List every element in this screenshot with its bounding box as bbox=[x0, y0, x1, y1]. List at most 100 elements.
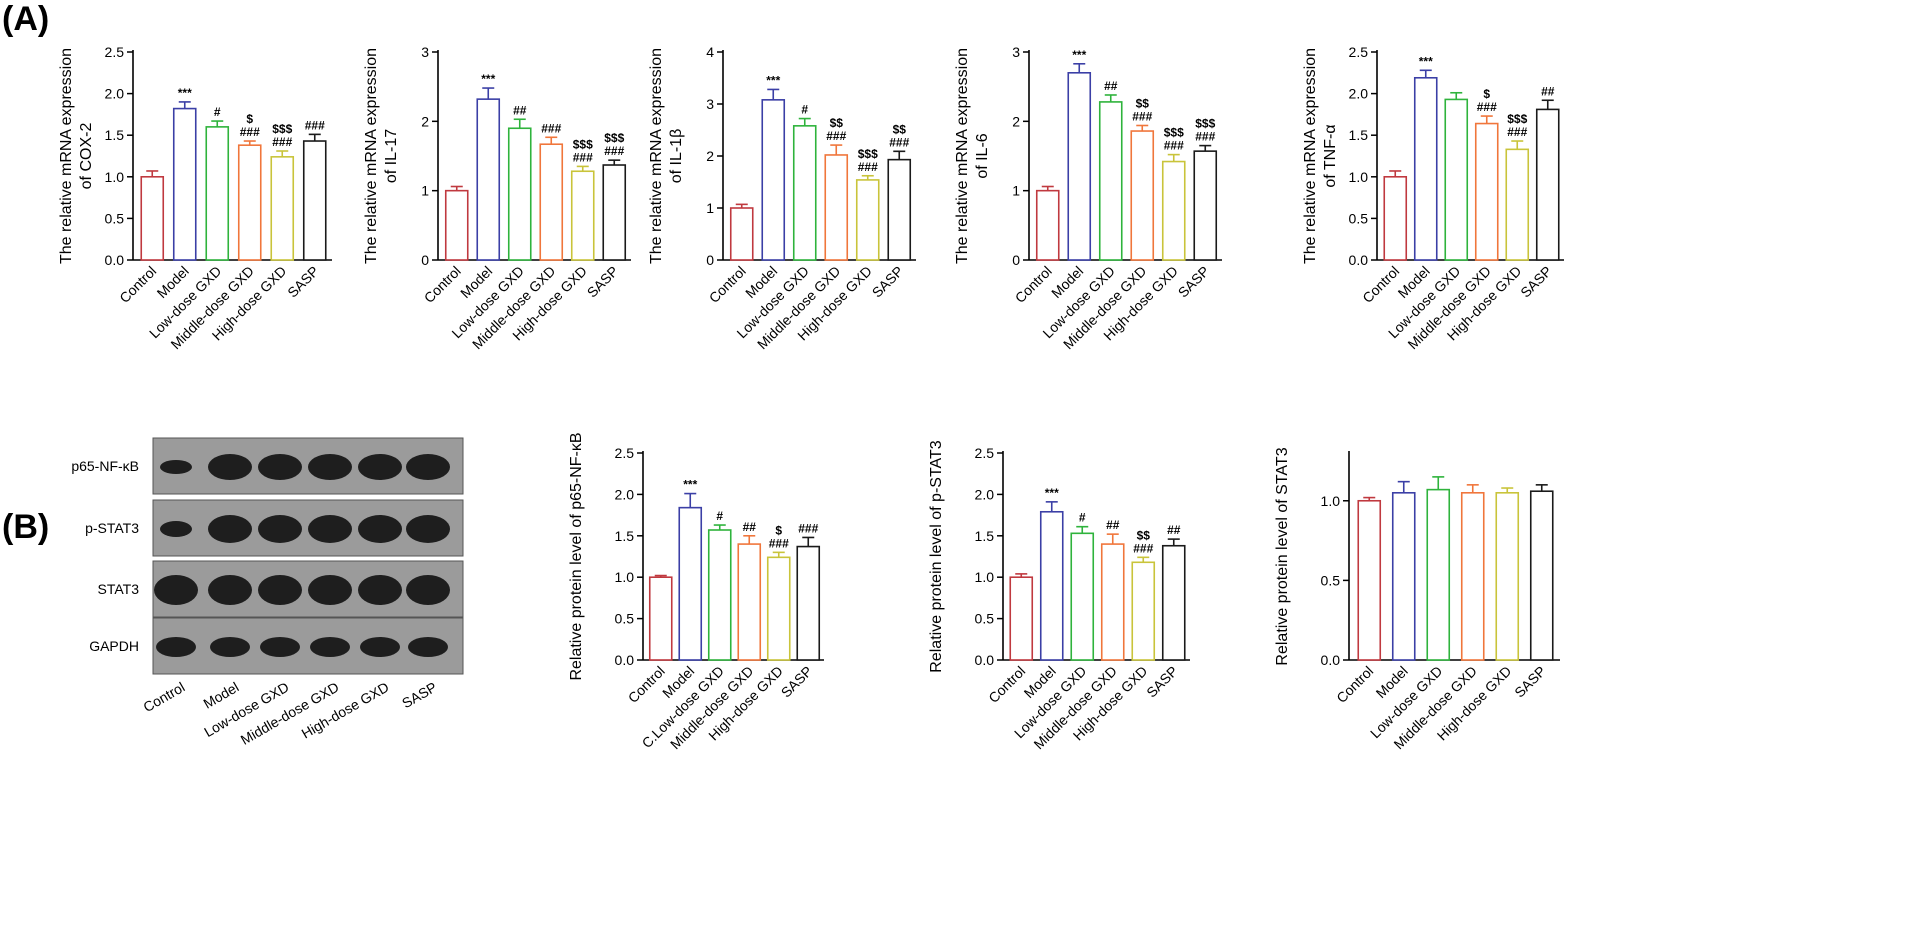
significance-label: ### bbox=[858, 160, 878, 174]
bar-6 bbox=[302, 140, 327, 261]
bar-3 bbox=[792, 125, 817, 261]
blot-band bbox=[258, 575, 302, 605]
y-tick-label: 2.0 bbox=[975, 486, 995, 502]
blot-band bbox=[160, 460, 192, 474]
x-tick-label: Control bbox=[985, 663, 1028, 706]
blot-row-2: p-STAT3 bbox=[85, 499, 464, 557]
significance-label: ### bbox=[1132, 109, 1152, 123]
y-tick-label: 1 bbox=[706, 200, 714, 216]
significance-label: ### bbox=[798, 521, 818, 535]
significance-label: ### bbox=[305, 118, 325, 132]
y-tick-label: 3 bbox=[1012, 44, 1020, 60]
blot-band bbox=[406, 515, 450, 543]
bar-1 bbox=[140, 176, 165, 261]
y-tick-label: 0 bbox=[706, 252, 714, 268]
significance-label: *** bbox=[1045, 486, 1059, 500]
significance-label: $$$ bbox=[1195, 117, 1215, 131]
significance-label: $$ bbox=[893, 122, 907, 136]
significance-label: ### bbox=[1133, 541, 1153, 555]
blot-band bbox=[258, 515, 302, 543]
y-axis-label: The relative mRNA expression of IL-1β bbox=[648, 48, 685, 264]
significance-label: ### bbox=[769, 536, 789, 550]
y-tick-label: 0.5 bbox=[1349, 210, 1369, 226]
bar-1 bbox=[648, 576, 673, 661]
x-tick-label: Control bbox=[1359, 263, 1402, 306]
bar-4 bbox=[1100, 543, 1125, 661]
y-tick-label: 0.0 bbox=[1349, 252, 1369, 268]
blot-band bbox=[154, 575, 198, 605]
bar-1 bbox=[1383, 176, 1408, 261]
blot-row-label: STAT3 bbox=[98, 581, 140, 597]
bar-5 bbox=[855, 179, 880, 261]
y-tick-label: 1.5 bbox=[615, 528, 635, 544]
blot-band bbox=[308, 575, 352, 605]
bar-1 bbox=[444, 189, 469, 261]
blot-band bbox=[160, 521, 192, 537]
bar-1 bbox=[729, 207, 754, 261]
blot-row-label: p65-NF-κB bbox=[71, 458, 139, 474]
significance-label: ### bbox=[889, 135, 909, 149]
blot-band bbox=[358, 515, 402, 543]
x-tick-label: SASP bbox=[778, 663, 816, 701]
y-axis-label: The relative mRNA expression of IL-17 bbox=[363, 48, 400, 264]
significance-label: *** bbox=[1419, 54, 1433, 68]
blot-band bbox=[360, 637, 400, 657]
bar-2 bbox=[172, 107, 197, 261]
significance-label: *** bbox=[766, 73, 780, 87]
significance-label: *** bbox=[683, 478, 697, 492]
significance-label: # bbox=[801, 103, 808, 117]
blot-row-1: p65-NF-κB bbox=[71, 437, 464, 495]
x-tick-label: SASP bbox=[1511, 663, 1549, 701]
bar-4 bbox=[1474, 122, 1499, 261]
y-tick-label: 0.0 bbox=[1321, 652, 1341, 668]
y-axis-label: The relative mRNA expression of TNF-α bbox=[1302, 48, 1339, 264]
y-axis-label: Relative protein level of STAT3 bbox=[1274, 447, 1291, 665]
significance-label: ## bbox=[1541, 84, 1555, 98]
x-tick-label: SASP bbox=[1175, 263, 1213, 301]
chart-5: 0.0 0.5 1.0 1.5 2.0 2.5 The relative mRNA expr… bbox=[1302, 44, 1564, 352]
blot-band bbox=[358, 454, 402, 480]
bar-1 bbox=[1035, 189, 1060, 261]
chart-7: 0.0 0.5 1.0 1.5 2.0 2.5 Relative protein level… bbox=[928, 440, 1190, 752]
y-tick-label: 1.0 bbox=[105, 169, 125, 185]
significance-label: ## bbox=[1104, 79, 1118, 93]
y-tick-label: 1.5 bbox=[1349, 127, 1369, 143]
bar-3 bbox=[205, 126, 230, 261]
blot-band bbox=[308, 454, 352, 480]
bar-4 bbox=[1460, 492, 1485, 661]
significance-label: ## bbox=[1106, 518, 1120, 532]
blot-band bbox=[308, 515, 352, 543]
y-tick-label: 1.0 bbox=[1321, 493, 1341, 509]
y-tick-label: 1.0 bbox=[1349, 169, 1369, 185]
blot-row-3: STAT3 bbox=[98, 560, 464, 618]
significance-label: *** bbox=[1072, 48, 1086, 62]
blot-band bbox=[310, 637, 350, 657]
x-tick-label: SASP bbox=[869, 263, 907, 301]
significance-label: *** bbox=[178, 86, 192, 100]
bar-3 bbox=[507, 127, 532, 261]
bar-1 bbox=[1009, 576, 1034, 661]
blot-band bbox=[406, 575, 450, 605]
y-tick-label: 2.5 bbox=[975, 445, 995, 461]
bar-6 bbox=[1535, 108, 1560, 261]
bar-2 bbox=[678, 506, 703, 661]
y-tick-label: 1 bbox=[421, 183, 429, 199]
y-tick-label: 2 bbox=[1012, 113, 1020, 129]
blot-band bbox=[208, 454, 252, 480]
significance-label: $$$ bbox=[858, 147, 878, 161]
y-tick-label: 0.5 bbox=[975, 611, 995, 627]
y-tick-label: 1.0 bbox=[615, 569, 635, 585]
significance-label: $ bbox=[775, 523, 782, 537]
significance-label: ### bbox=[1164, 139, 1184, 153]
y-tick-label: 0 bbox=[1012, 252, 1020, 268]
x-tick-label: Control bbox=[706, 263, 749, 306]
y-tick-label: 2.5 bbox=[105, 44, 125, 60]
significance-label: # bbox=[1079, 511, 1086, 525]
bar-2 bbox=[476, 98, 501, 261]
y-axis-label: The relative mRNA expression of IL-6 bbox=[954, 48, 991, 264]
bar-5 bbox=[570, 170, 595, 261]
blot-band bbox=[210, 637, 250, 657]
y-axis-label: Relative protein level of p-STAT3 bbox=[928, 440, 945, 673]
x-tick-label: Control bbox=[1333, 663, 1376, 706]
